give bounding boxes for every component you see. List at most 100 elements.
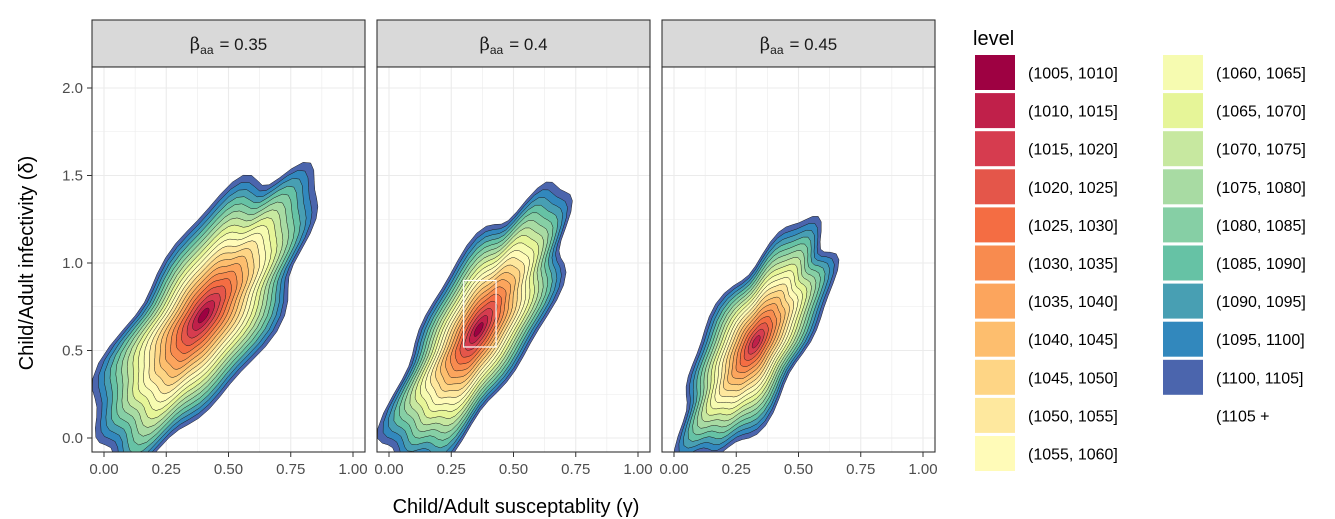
legend-item: (1070, 1075] bbox=[1163, 131, 1306, 167]
x-tick-label: 0.50 bbox=[499, 461, 528, 478]
y-axis-title: Child/Adult infectivity (δ) bbox=[16, 156, 38, 371]
contour-band bbox=[751, 335, 761, 349]
facet-strip-label: βaa = 0.35 bbox=[190, 34, 268, 57]
legend-swatch bbox=[975, 321, 1015, 357]
legend-title: level bbox=[973, 28, 1014, 50]
legend-label: (1075, 1080] bbox=[1216, 180, 1306, 197]
y-tick-label: 0.0 bbox=[62, 430, 83, 447]
legend-swatch bbox=[1163, 55, 1203, 90]
legend-label: (1050, 1055] bbox=[1028, 408, 1118, 425]
legend-label: (1105 + bbox=[1216, 408, 1270, 425]
legend-swatch bbox=[1163, 359, 1203, 395]
legend-item: (1040, 1045] bbox=[975, 321, 1118, 357]
y-tick-label: 1.5 bbox=[62, 168, 83, 185]
x-axis-title: Child/Adult susceptablity (γ) bbox=[393, 496, 640, 518]
x-tick-label: 0.75 bbox=[846, 461, 875, 478]
y-tick-label: 0.5 bbox=[62, 343, 83, 360]
legend-label: (1060, 1065] bbox=[1216, 66, 1306, 83]
legend-item: (1090, 1095] bbox=[1163, 283, 1306, 319]
legend-swatch bbox=[975, 207, 1015, 243]
legend-item: (1080, 1085] bbox=[1163, 207, 1306, 243]
legend-item: (1055, 1060] bbox=[975, 436, 1118, 471]
legend-swatch bbox=[1163, 283, 1203, 319]
facet-strip bbox=[661, 19, 936, 68]
x-tick-label: 0.00 bbox=[374, 461, 403, 478]
legend-swatch bbox=[1163, 245, 1203, 281]
legend-label: (1045, 1050] bbox=[1028, 370, 1118, 387]
legend-label: (1065, 1070] bbox=[1216, 104, 1306, 121]
axes: 0.00 0.25 0.50 0.75 1.00 0.00 0.25 0.50 0.75 1.00… bbox=[62, 80, 937, 478]
x-tick-label: 1.00 bbox=[908, 461, 937, 478]
legend-label: (1025, 1030] bbox=[1028, 218, 1118, 235]
legend-swatch bbox=[1163, 93, 1203, 129]
legend-label: (1020, 1025] bbox=[1028, 180, 1118, 197]
legend-swatch bbox=[1163, 169, 1203, 205]
legend: level (1005, 1010] (1010, 1015] (1015, 1020… bbox=[973, 28, 1306, 471]
legend-swatch bbox=[975, 283, 1015, 319]
legend-swatch bbox=[975, 245, 1015, 281]
legend-label: (1100, 1105] bbox=[1216, 370, 1303, 387]
legend-item: (1020, 1025] bbox=[975, 169, 1118, 205]
x-tick-label: 1.00 bbox=[623, 461, 652, 478]
legend-label: (1090, 1095] bbox=[1216, 294, 1306, 311]
legend-label: (1030, 1035] bbox=[1028, 256, 1118, 273]
x-tick-label: 0.75 bbox=[561, 461, 590, 478]
x-tick-label: 1.00 bbox=[338, 461, 367, 478]
legend-item: (1100, 1105] bbox=[1163, 359, 1303, 395]
legend-item: (1045, 1050] bbox=[975, 359, 1118, 395]
facet-strip-label: βaa = 0.4 bbox=[479, 34, 547, 57]
legend-item: (1075, 1080] bbox=[1163, 169, 1306, 205]
legend-swatch bbox=[975, 55, 1015, 90]
legend-item: (1085, 1090] bbox=[1163, 245, 1306, 281]
legend-swatch bbox=[975, 131, 1015, 167]
legend-swatch bbox=[1163, 321, 1203, 357]
facet-strip-label: βaa = 0.45 bbox=[760, 34, 838, 57]
legend-item: (1025, 1030] bbox=[975, 207, 1118, 243]
x-tick-label: 0.25 bbox=[437, 461, 466, 478]
x-tick-label: 0.50 bbox=[214, 461, 243, 478]
legend-swatch bbox=[975, 397, 1015, 433]
contour-bands bbox=[674, 216, 840, 452]
legend-label: (1040, 1045] bbox=[1028, 332, 1118, 349]
facet-strip bbox=[91, 19, 366, 68]
legend-swatch bbox=[1163, 131, 1203, 167]
legend-item: (1005, 1010] bbox=[975, 55, 1118, 90]
contour-band bbox=[197, 307, 210, 324]
legend-swatch bbox=[1163, 207, 1203, 243]
y-tick-label: 1.0 bbox=[62, 255, 83, 272]
legend-label: (1015, 1020] bbox=[1028, 142, 1118, 159]
legend-label: (1055, 1060] bbox=[1028, 447, 1118, 464]
legend-swatch bbox=[975, 436, 1015, 471]
x-tick-label: 0.25 bbox=[722, 461, 751, 478]
facet-panel: βaa = 0.45 bbox=[661, 19, 936, 453]
x-tick-label: 0.00 bbox=[659, 461, 688, 478]
legend-label: (1035, 1040] bbox=[1028, 294, 1118, 311]
x-tick-label: 0.75 bbox=[276, 461, 305, 478]
legend-label: (1085, 1090] bbox=[1216, 256, 1306, 273]
legend-label: (1095, 1100] bbox=[1216, 332, 1305, 349]
legend-label: (1005, 1010] bbox=[1028, 66, 1118, 83]
facet-panel: βaa = 0.4 bbox=[376, 19, 651, 453]
legend-swatch bbox=[975, 169, 1015, 205]
legend-item: (1015, 1020] bbox=[975, 131, 1118, 167]
contour-bands bbox=[92, 162, 319, 452]
facet-panel: βaa = 0.35 bbox=[91, 19, 366, 453]
legend-item: (1010, 1015] bbox=[975, 93, 1118, 129]
legend-label: (1070, 1075] bbox=[1216, 142, 1306, 159]
legend-item: (1095, 1100] bbox=[1163, 321, 1305, 357]
legend-item: (1105 + bbox=[1216, 408, 1270, 425]
legend-swatch bbox=[975, 359, 1015, 395]
legend-swatch bbox=[975, 93, 1015, 129]
legend-item: (1060, 1065] bbox=[1163, 55, 1306, 90]
x-tick-label: 0.00 bbox=[89, 461, 118, 478]
contour-band bbox=[473, 322, 484, 337]
y-tick-label: 2.0 bbox=[62, 80, 83, 97]
legend-label: (1010, 1015] bbox=[1028, 104, 1118, 121]
legend-label: (1080, 1085] bbox=[1216, 218, 1306, 235]
x-tick-label: 0.50 bbox=[784, 461, 813, 478]
legend-item: (1050, 1055] bbox=[975, 397, 1118, 433]
facet-panels: βaa = 0.35 βaa = 0.4 βaa = 0.45 bbox=[91, 19, 936, 453]
highlight-box bbox=[463, 279, 497, 348]
legend-item: (1035, 1040] bbox=[975, 283, 1118, 319]
